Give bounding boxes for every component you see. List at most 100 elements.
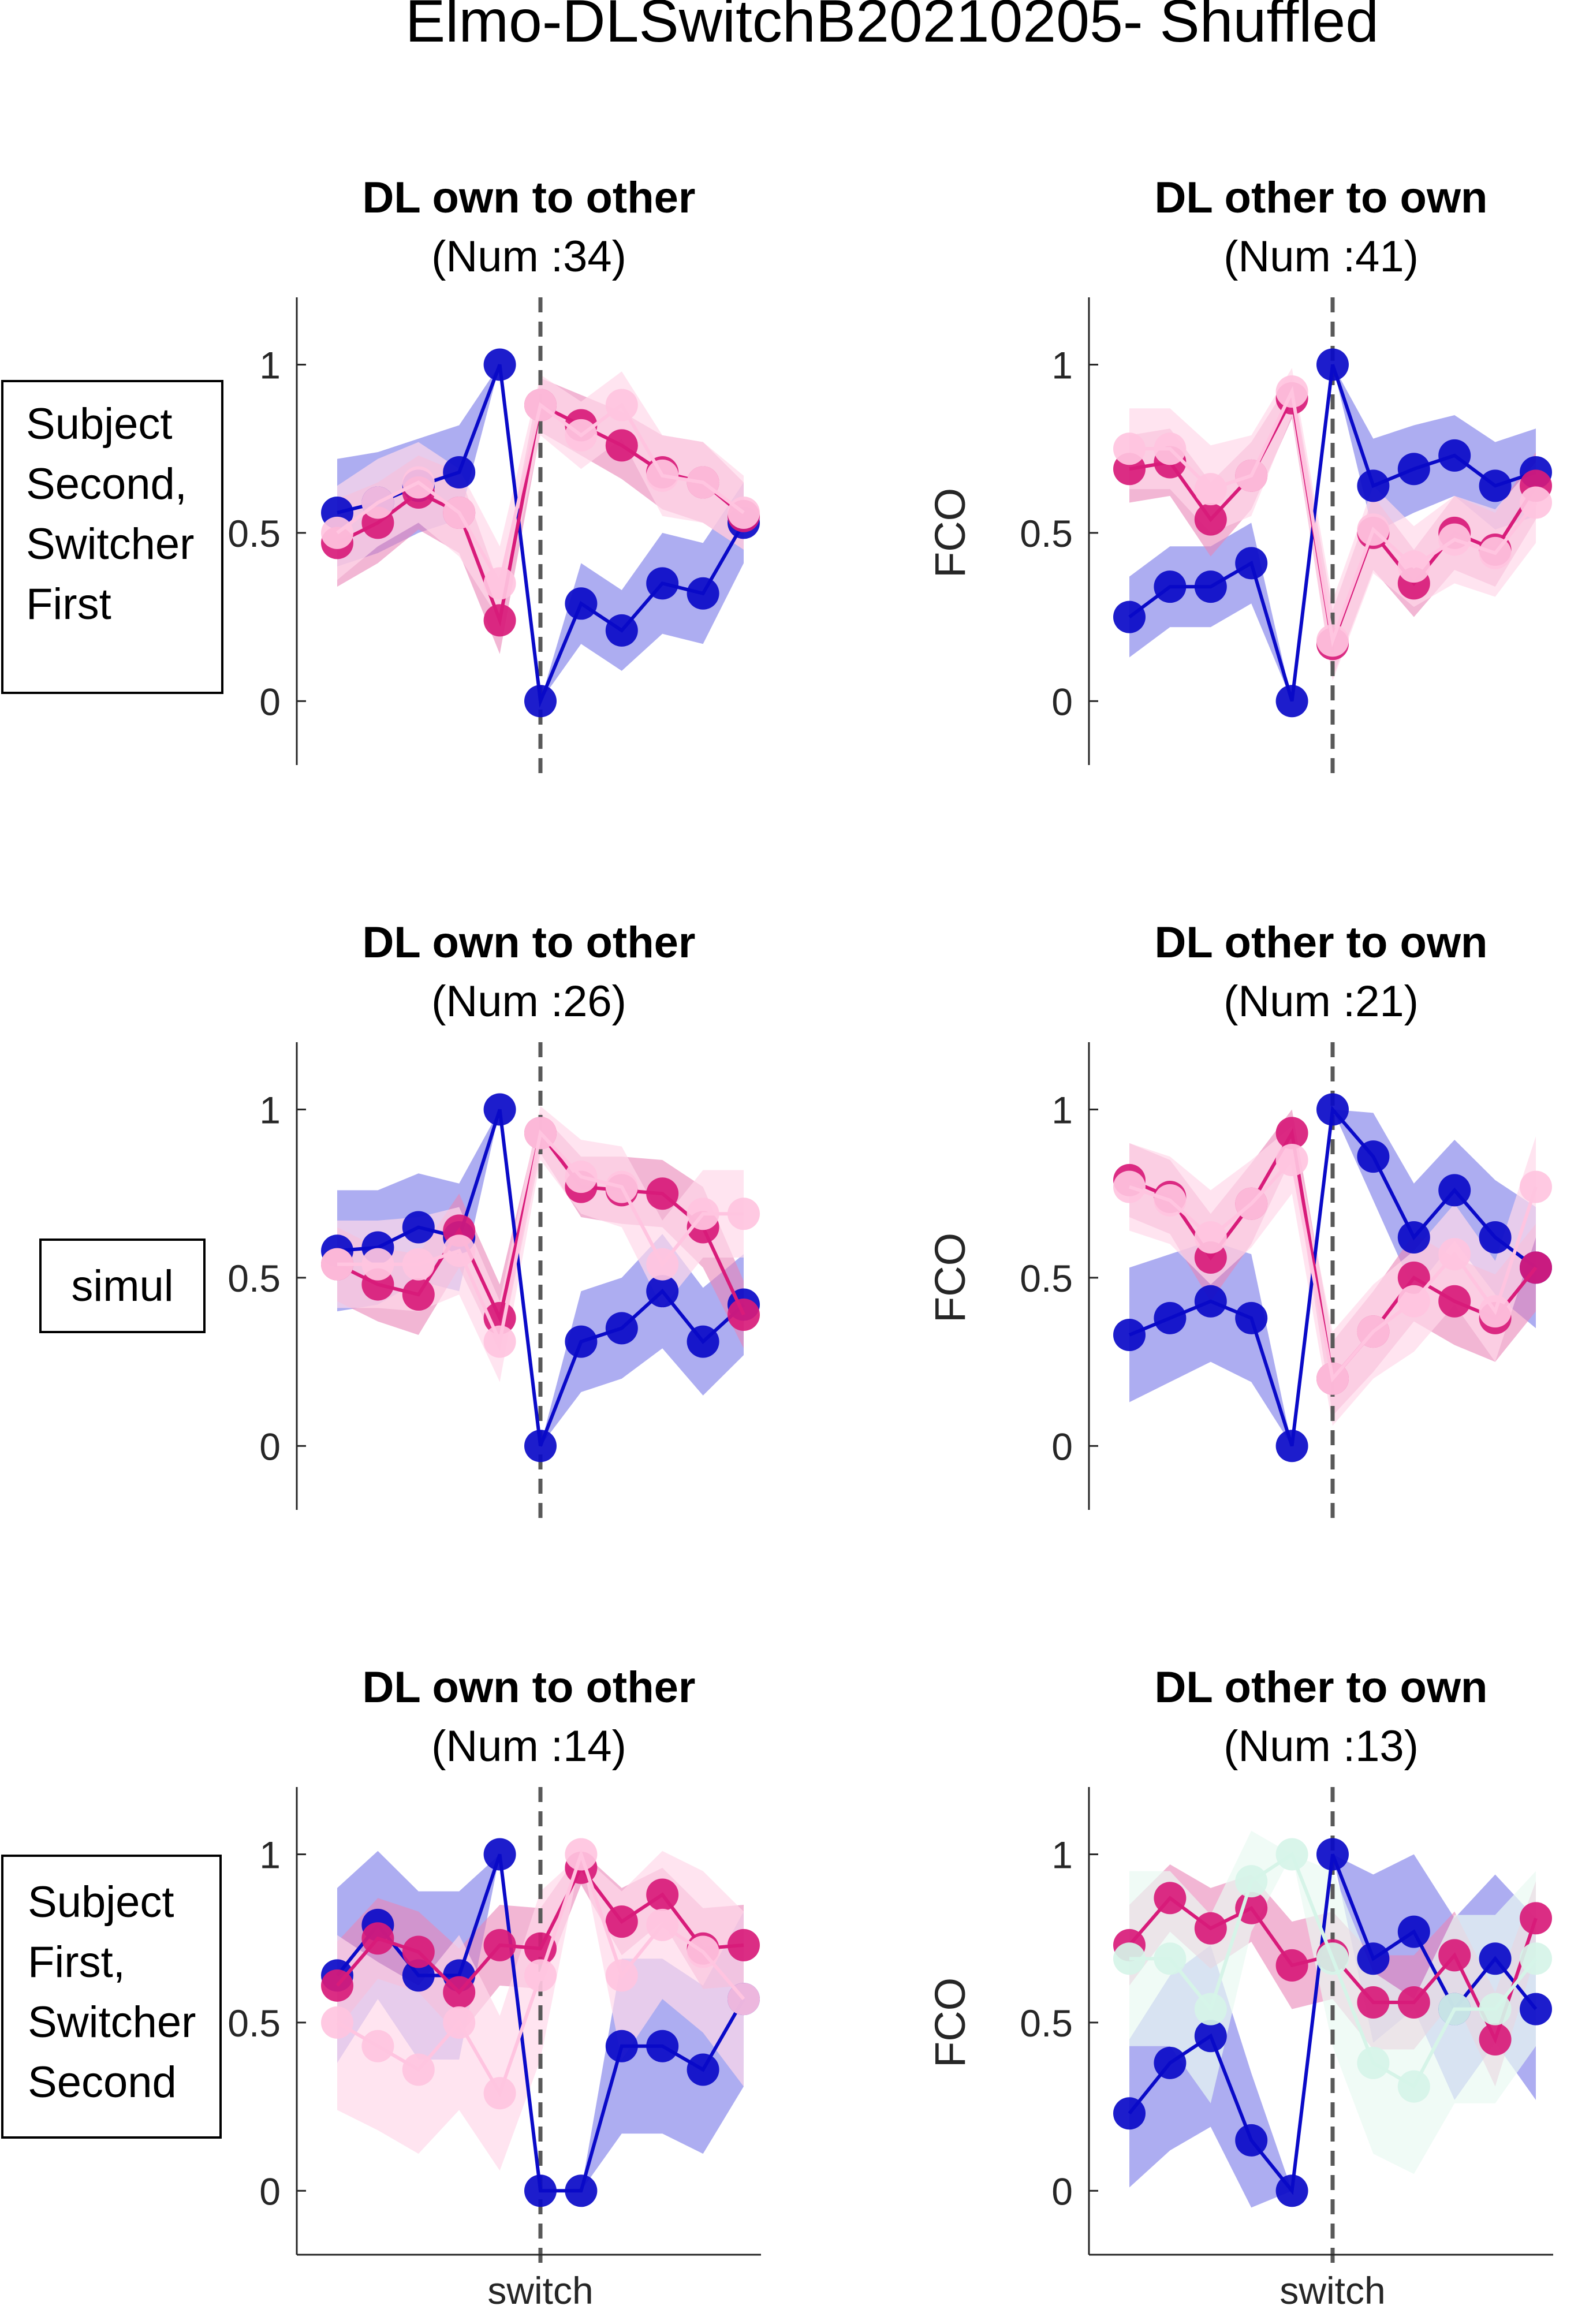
data-point (321, 2006, 353, 2039)
y-tick-label: 0 (259, 2170, 281, 2213)
data-point (605, 389, 638, 421)
data-point (1275, 1949, 1308, 1982)
data-point (1154, 570, 1187, 603)
data-point (728, 1928, 760, 1961)
data-point (1194, 473, 1227, 506)
data-point (565, 419, 598, 452)
data-point (605, 1312, 638, 1345)
data-point (1275, 1838, 1308, 1871)
data-point (646, 1177, 679, 1210)
chart-panel: DL other to own (Num :13) switch 0 0.5 1 FCO (926, 1663, 1553, 2312)
data-point (1479, 536, 1512, 569)
data-point (1520, 1942, 1552, 1975)
data-point (605, 1959, 638, 1992)
data-point (1438, 1174, 1471, 1207)
data-point (361, 2030, 394, 2062)
row-label-box-2: simul (39, 1239, 206, 1333)
y-tick-label: 0 (259, 680, 281, 723)
data-point (443, 456, 476, 489)
data-point (483, 567, 516, 600)
chart-panel: DL own to other (Num :34) 0 0.5 1 (227, 173, 760, 782)
data-point (1397, 453, 1430, 486)
chart-subtitle: (Num :14) (431, 1722, 626, 1771)
data-point (1275, 375, 1308, 408)
data-point (646, 1878, 679, 1911)
data-point (1316, 1362, 1349, 1395)
chart-subtitle: (Num :26) (431, 977, 626, 1026)
data-point (1479, 1221, 1512, 1254)
chart-panel: DL other to own (Num :21) 0 0.5 1 FCO (926, 918, 1552, 1527)
data-point (1235, 2124, 1268, 2157)
data-point (524, 1959, 557, 1992)
data-point (1154, 432, 1187, 465)
data-point (565, 1161, 598, 1193)
data-point (605, 1170, 638, 1203)
data-point (565, 2174, 598, 2207)
data-point (483, 604, 516, 637)
series-confidence-band (337, 371, 744, 621)
data-point (1194, 503, 1227, 536)
row-label-line: simul (71, 1262, 173, 1311)
data-point (1397, 1986, 1430, 2019)
data-point (483, 1928, 516, 1961)
data-point (1194, 1221, 1227, 1254)
data-point (1154, 1942, 1187, 1975)
data-point (646, 2030, 679, 2062)
data-point (1275, 1117, 1308, 1150)
data-point (1438, 1238, 1471, 1271)
data-point (1154, 1882, 1187, 1915)
data-point (565, 1838, 598, 1871)
data-point (1357, 469, 1390, 502)
data-point (321, 1969, 353, 2002)
y-tick-label: 1 (1051, 344, 1073, 387)
data-point (402, 466, 435, 499)
data-point (1113, 1170, 1146, 1203)
data-point (1275, 1430, 1308, 1463)
data-point (483, 348, 516, 381)
data-point (728, 1983, 760, 2016)
data-point (402, 1959, 435, 1992)
data-point (402, 1935, 435, 1968)
data-point (1275, 685, 1308, 718)
y-tick-label: 1 (1051, 1834, 1073, 1877)
data-point (1235, 459, 1268, 492)
row-label-line: Second, (26, 460, 187, 509)
row-label-line: First (26, 580, 111, 629)
svg-text:Subject Second, Sw: Subject Second, Switcher First (26, 400, 207, 629)
data-point (1357, 1986, 1390, 2019)
data-point (443, 496, 476, 529)
figure-title: Elmo-DLSwitchB20210205- Shuffled (405, 0, 1379, 55)
data-point (1520, 1902, 1552, 1935)
data-point (1194, 1285, 1227, 1318)
chart-title: DL other to own (1155, 1663, 1488, 1712)
data-point (402, 2053, 435, 2086)
y-tick-label: 0 (259, 1425, 281, 1468)
series-confidence-band (337, 1106, 744, 1382)
data-point (483, 2077, 516, 2110)
data-point (1113, 2097, 1146, 2130)
data-point (1235, 1892, 1268, 1924)
chart-subtitle: (Num :13) (1223, 1722, 1419, 1771)
y-axis-label: FCO (926, 488, 974, 578)
data-point (1194, 2020, 1227, 2053)
data-point (524, 685, 557, 718)
data-point (1438, 1285, 1471, 1318)
y-axis-label: FCO (926, 1978, 974, 2068)
series-confidence-band (1129, 368, 1536, 681)
data-point (565, 587, 598, 620)
chart-title: DL own to other (363, 173, 696, 222)
data-point (1357, 2046, 1390, 2079)
data-point (646, 567, 679, 600)
chart-subtitle: (Num :21) (1223, 977, 1419, 1026)
data-point (361, 486, 394, 519)
y-tick-label: 0.5 (227, 1257, 281, 1300)
series-confidence-band (1129, 364, 1536, 702)
chart-title: DL other to own (1155, 173, 1488, 222)
series-confidence-band (1129, 1126, 1536, 1426)
data-point (1438, 1939, 1471, 1972)
data-point (1397, 1285, 1430, 1318)
data-point (646, 1275, 679, 1308)
data-point (1479, 469, 1512, 502)
y-tick-label: 1 (259, 1834, 281, 1877)
